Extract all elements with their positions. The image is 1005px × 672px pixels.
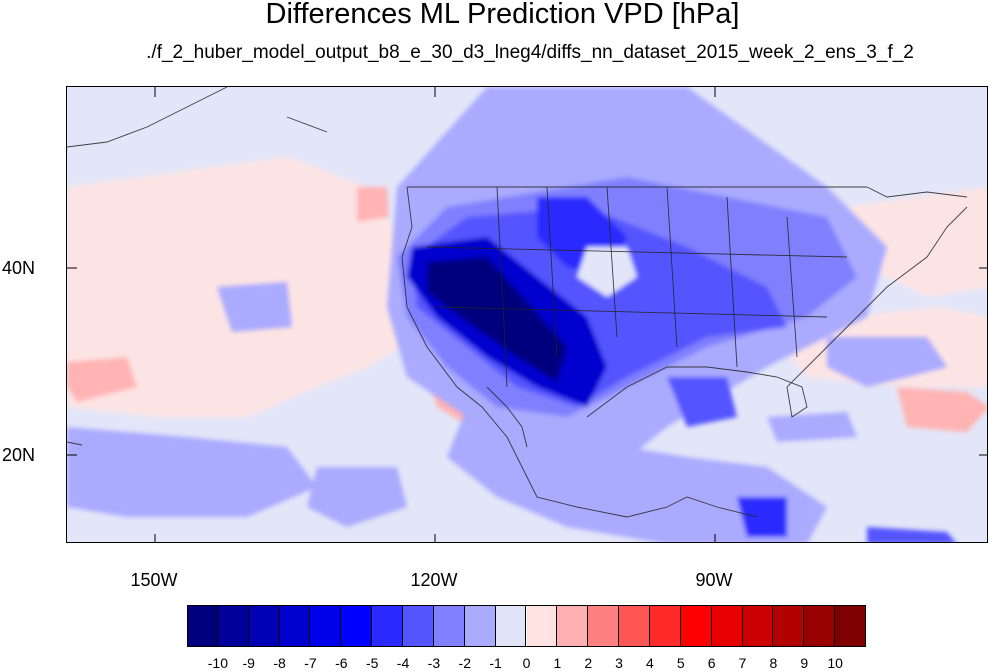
lon-label-90w: 90W xyxy=(695,570,733,590)
colorbar-swatch xyxy=(804,605,836,647)
map-title: Differences ML Prediction VPD [hPa] xyxy=(265,0,740,30)
colorbar-swatch xyxy=(372,605,404,647)
colorbar-label: 4 xyxy=(646,655,654,671)
colorbar-swatch xyxy=(711,605,743,647)
colorbar-label: -7 xyxy=(304,655,317,671)
colorbar-swatch xyxy=(742,605,774,647)
colorbar-label: -2 xyxy=(458,655,471,671)
colorbar-swatch xyxy=(680,605,712,647)
colorbar-label: 0 xyxy=(522,655,531,671)
colorbar-label: 2 xyxy=(584,655,593,671)
heatmap-field xyxy=(67,87,987,542)
colorbar-swatch xyxy=(619,605,650,647)
colorbar-swatch xyxy=(557,605,589,647)
colorbar-swatch xyxy=(526,605,558,647)
colorbar-label: 3 xyxy=(615,655,623,671)
colorbar-label: -5 xyxy=(365,655,379,671)
colorbar-label: -1 xyxy=(489,655,502,671)
colorbar-label: -3 xyxy=(427,655,441,671)
colorbar-label: 5 xyxy=(676,655,685,671)
colorbar-label: 8 xyxy=(769,655,778,671)
colorbar-label: 10 xyxy=(827,655,843,671)
map-plot-area xyxy=(66,86,988,543)
colorbar-swatch xyxy=(310,605,342,647)
colorbar-label: 6 xyxy=(707,655,716,671)
colorbar-swatch xyxy=(217,605,249,647)
colorbar-label: 9 xyxy=(800,655,809,671)
colorbar-label: -10 xyxy=(207,655,228,671)
colorbar-swatch xyxy=(773,605,805,647)
colorbar-swatch xyxy=(279,605,311,647)
lon-label-120w: 120W xyxy=(410,570,458,590)
colorbar-swatch xyxy=(403,605,434,647)
map-ticks xyxy=(67,87,987,542)
coastlines-and-borders xyxy=(67,87,968,518)
colorbar-swatch xyxy=(464,605,496,647)
colorbar-label: 7 xyxy=(738,655,747,671)
colorbar-label: -9 xyxy=(242,655,255,671)
colorbar-swatch xyxy=(433,605,465,647)
colorbar-swatch xyxy=(495,605,527,647)
colorbar-label: -4 xyxy=(396,655,410,671)
colorbar-label: -6 xyxy=(335,655,348,671)
colorbar-swatch xyxy=(835,605,866,647)
lat-label-20n: 20N xyxy=(2,445,36,465)
colorbar-label: -8 xyxy=(273,655,286,671)
colorbar-swatch xyxy=(649,605,681,647)
lon-label-150w: 150W xyxy=(130,570,178,590)
colorbar-label: 1 xyxy=(553,655,562,671)
colorbar-swatch xyxy=(588,605,620,647)
colorbar-swatch xyxy=(187,605,218,647)
lat-label-40n: 40N xyxy=(2,258,36,278)
map-subtitle: ./f_2_huber_model_output_b8_e_30_d3_lneg… xyxy=(146,42,914,63)
colorbar-swatch xyxy=(248,605,280,647)
colorbar-swatch xyxy=(341,605,373,647)
